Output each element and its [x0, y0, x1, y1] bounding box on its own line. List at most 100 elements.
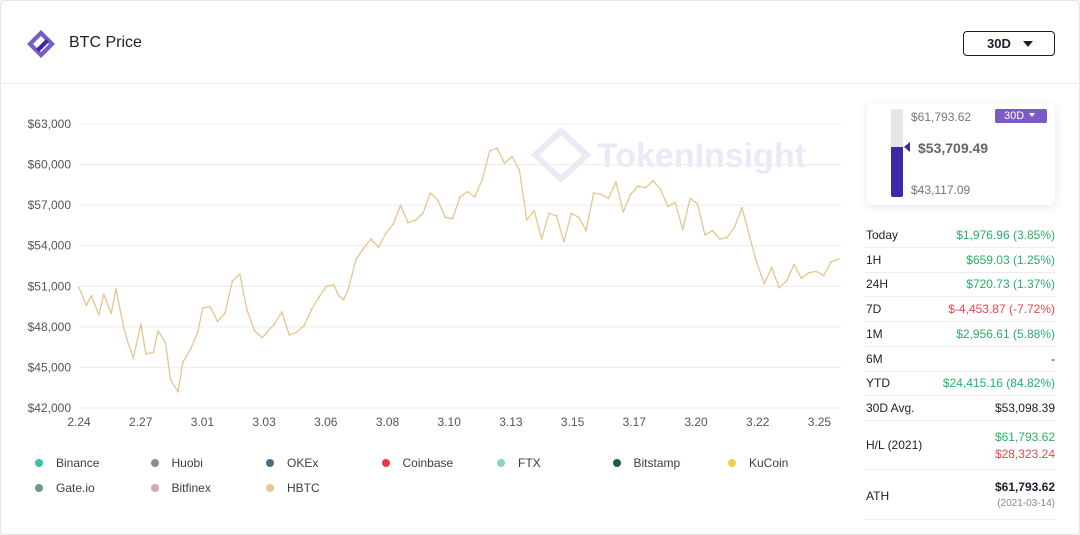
price-chart[interactable]: TokenInsight $42,000 $45,000 $48,000 $51,00…	[1, 101, 851, 436]
data-point	[342, 298, 345, 301]
stats-value: $24,415.16 (84.82%)	[942, 376, 1055, 391]
data-point	[800, 277, 803, 280]
legend-label: Coinbase	[402, 456, 454, 470]
data-point	[110, 312, 113, 315]
data-point	[681, 228, 684, 231]
legend-dot-icon	[497, 459, 505, 467]
legend-label: KuCoin	[749, 456, 789, 470]
x-axis: 2.24 2.27 3.01 3.03 3.06 3.08 3.10 3.13 3.15 3.17…	[67, 415, 831, 429]
gauge-range-tag[interactable]: 30D	[995, 109, 1047, 123]
stats-label: 24H	[866, 277, 889, 292]
data-point	[209, 305, 212, 308]
range-select-label: 30D	[987, 36, 1011, 51]
data-point	[770, 266, 773, 269]
stats-row-today: Today $1,976.96 (3.85%)	[865, 223, 1055, 248]
watermark-text: TokenInsight	[597, 137, 806, 175]
data-point	[355, 258, 357, 261]
data-point	[85, 304, 88, 307]
x-tick-label: 3.08	[376, 415, 400, 429]
stats-label: ATH	[866, 489, 890, 503]
gauge-fill	[891, 147, 903, 197]
range-select-button[interactable]: 30D	[963, 31, 1055, 56]
data-point	[231, 280, 234, 282]
y-tick-label: $57,000	[28, 198, 72, 212]
data-point	[347, 286, 350, 289]
hl-low-value: $28,323.24	[994, 447, 1055, 461]
stats-row-30d-avg-: 30D Avg. $53,098.39	[865, 396, 1055, 421]
legend-dot-icon	[150, 484, 159, 492]
stats-row-1m: 1M $2,956.61 (5.88%)	[865, 322, 1055, 347]
data-point	[518, 169, 521, 171]
page-title: BTC Price	[69, 34, 142, 51]
data-point	[666, 205, 669, 208]
data-point	[152, 351, 155, 354]
data-point	[127, 343, 130, 346]
data-point	[525, 219, 528, 221]
data-point	[384, 232, 387, 235]
stats-row-ytd: YTD $24,415.16 (84.82%)	[865, 371, 1055, 397]
data-point	[144, 353, 147, 355]
data-point	[533, 209, 536, 212]
data-point	[196, 331, 199, 334]
x-tick-label: 3.25	[808, 415, 832, 429]
legend-label: FTX	[518, 456, 541, 470]
data-point	[577, 216, 580, 219]
data-point	[629, 193, 632, 196]
x-tick-label: 3.17	[623, 415, 647, 429]
data-point	[122, 326, 125, 328]
x-tick-label: 3.03	[252, 415, 276, 429]
data-point	[392, 223, 395, 225]
data-point	[295, 331, 298, 334]
data-point	[785, 280, 788, 282]
gauge-marker-icon	[904, 142, 910, 153]
hl-high-value: $61,793.62	[994, 430, 1055, 444]
data-point	[555, 215, 558, 217]
data-point	[511, 155, 513, 158]
data-point	[246, 309, 249, 312]
stats-label: YTD	[866, 376, 890, 391]
data-point	[332, 284, 335, 286]
legend-label: Bitfinex	[171, 481, 211, 495]
data-point	[97, 313, 100, 316]
x-tick-label: 3.06	[314, 415, 338, 429]
data-point	[718, 238, 721, 240]
legend-label: Bitstamp	[633, 456, 681, 470]
x-tick-label: 3.01	[191, 415, 215, 429]
data-point	[422, 212, 424, 215]
data-point	[164, 342, 167, 344]
stats-value: $720.73 (1.37%)	[966, 277, 1055, 292]
stats-value: $1,976.96 (3.85%)	[956, 228, 1055, 242]
data-point	[436, 198, 439, 201]
data-point	[224, 312, 226, 315]
y-tick-label: $42,000	[28, 401, 72, 415]
data-point	[830, 261, 832, 263]
data-point	[115, 288, 117, 290]
series-line-hbtc	[78, 147, 839, 393]
stats-value: $-4,453.87 (-7.72%)	[948, 302, 1055, 317]
data-point	[325, 285, 328, 288]
data-point	[733, 225, 736, 228]
data-point	[503, 162, 506, 165]
y-tick-label: $48,000	[28, 320, 72, 334]
chart-grid	[79, 123, 841, 409]
legend-dot-icon	[266, 459, 274, 467]
stats-label: 1H	[866, 252, 882, 267]
data-point	[303, 324, 305, 327]
stats-row-1h: 1H $659.03 (1.25%)	[865, 248, 1055, 273]
data-point	[337, 294, 340, 297]
data-point	[414, 219, 417, 221]
legend-dot-icon	[35, 484, 43, 492]
data-point	[451, 217, 454, 220]
data-point	[169, 378, 172, 381]
legend-label: Binance	[56, 456, 100, 470]
stats-row-7d: 7D $-4,453.87 (-7.72%)	[865, 297, 1055, 323]
header: BTC Price 30D	[1, 1, 1079, 84]
data-point	[607, 197, 610, 200]
legend-dot-icon	[612, 459, 621, 467]
x-tick-label: 3.13	[499, 415, 523, 429]
stats-label: Today	[866, 228, 899, 242]
data-point	[563, 240, 565, 243]
caret-down-icon	[1029, 113, 1035, 117]
data-point	[189, 348, 192, 351]
